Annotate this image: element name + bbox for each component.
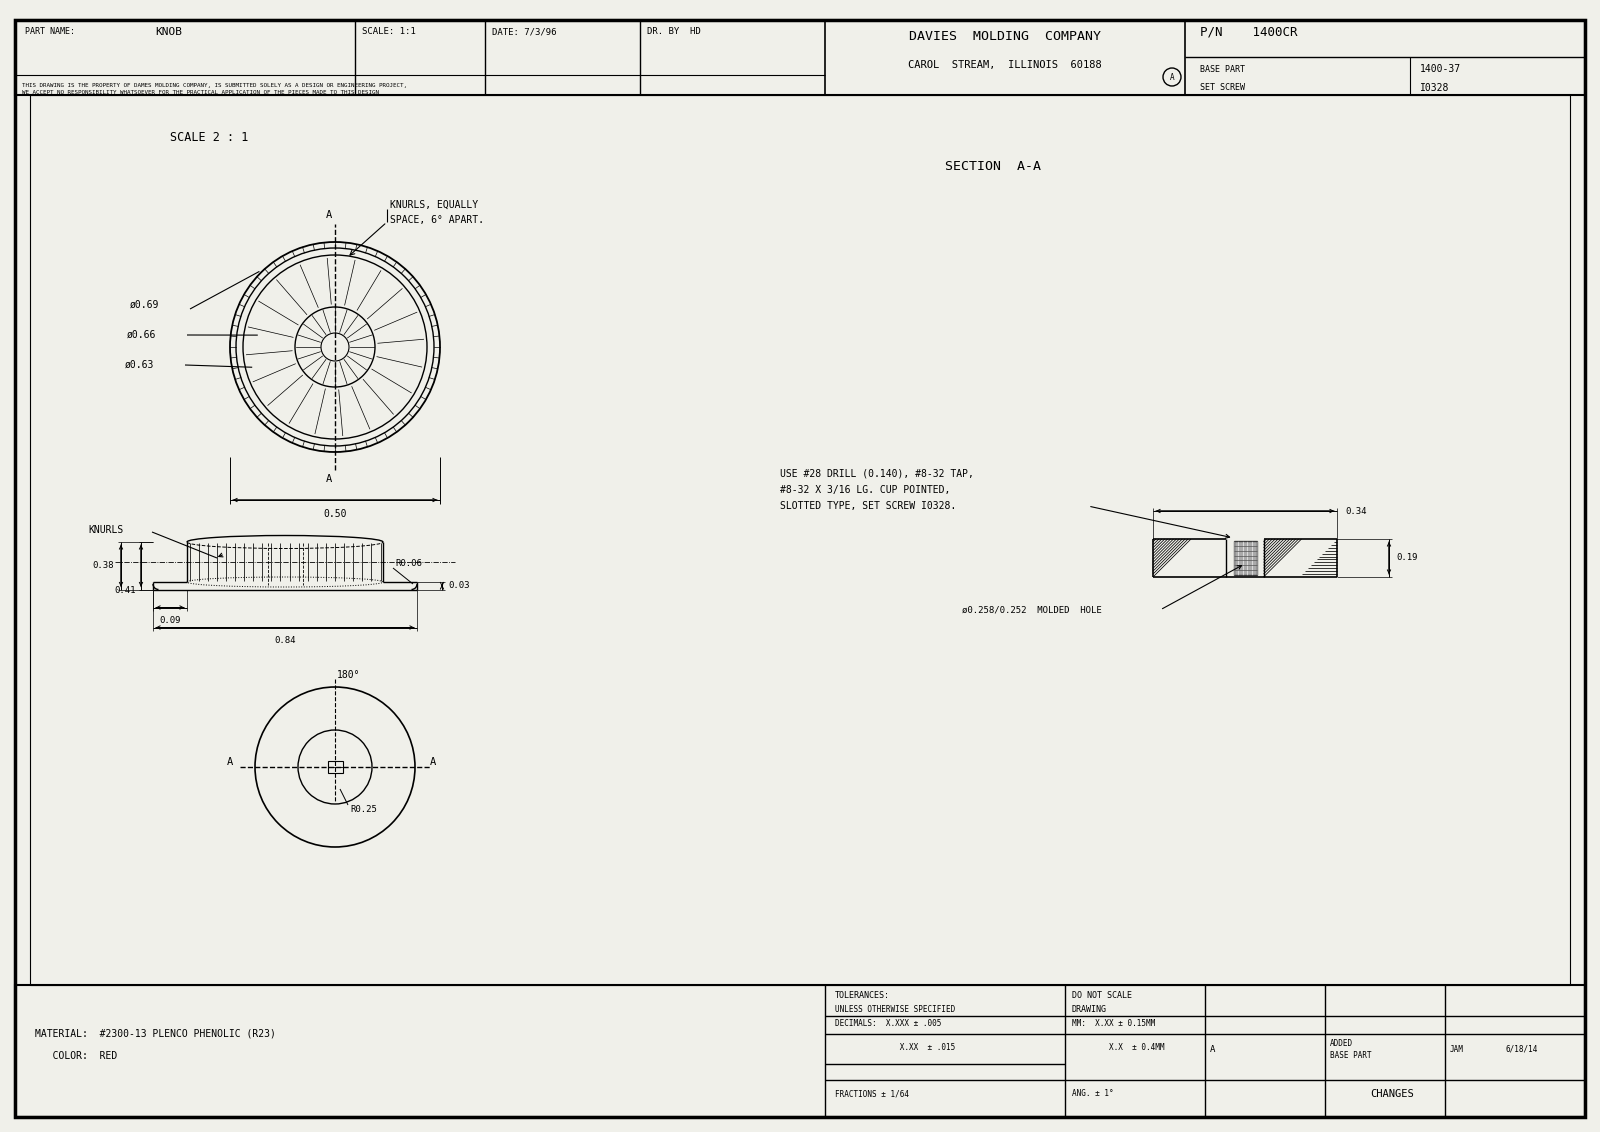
Bar — [1234, 541, 1256, 575]
Text: SLOTTED TYPE, SET SCREW I0328.: SLOTTED TYPE, SET SCREW I0328. — [781, 501, 957, 511]
Text: 1400-37: 1400-37 — [1421, 65, 1461, 74]
Text: DRAWING: DRAWING — [1072, 1004, 1107, 1013]
Text: TOLERANCES:: TOLERANCES: — [835, 990, 890, 1000]
Text: X.X  ± 0.4MM: X.X ± 0.4MM — [1072, 1043, 1165, 1052]
Text: THIS DRAWING IS THE PROPERTY OF DAMES MOLDING COMPANY, IS SUBMITTED SOLELY AS A : THIS DRAWING IS THE PROPERTY OF DAMES MO… — [22, 83, 406, 87]
Bar — [30, 95, 1570, 985]
Text: A: A — [1170, 72, 1174, 82]
Text: #8-32 X 3/16 LG. CUP POINTED,: #8-32 X 3/16 LG. CUP POINTED, — [781, 484, 950, 495]
Text: R0.06: R0.06 — [395, 559, 422, 568]
Text: 0.41: 0.41 — [115, 586, 136, 595]
Text: UNLESS OTHERWISE SPECIFIED: UNLESS OTHERWISE SPECIFIED — [835, 1004, 955, 1013]
Text: MATERIAL:  #2300-13 PLENCO PHENOLIC (R23): MATERIAL: #2300-13 PLENCO PHENOLIC (R23) — [35, 1029, 275, 1039]
Text: KNURLS: KNURLS — [88, 525, 123, 535]
Text: ø0.66: ø0.66 — [126, 331, 157, 340]
Text: R0.25: R0.25 — [350, 805, 378, 814]
Text: 0.09: 0.09 — [160, 616, 181, 625]
Text: KNURLS, EQUALLY: KNURLS, EQUALLY — [390, 200, 478, 211]
Text: COLOR:  RED: COLOR: RED — [35, 1050, 117, 1061]
Text: MM:  X.XX ± 0.15MM: MM: X.XX ± 0.15MM — [1072, 1020, 1155, 1029]
Text: SPACE, 6° APART.: SPACE, 6° APART. — [390, 215, 485, 225]
Text: 0.19: 0.19 — [1395, 554, 1418, 563]
Text: A: A — [1210, 1045, 1216, 1054]
Text: BASE PART: BASE PART — [1330, 1052, 1371, 1061]
Text: KNOB: KNOB — [155, 27, 182, 37]
Text: 0.34: 0.34 — [1346, 506, 1366, 515]
Text: DO NOT SCALE: DO NOT SCALE — [1072, 990, 1133, 1000]
Text: DAVIES  MOLDING  COMPANY: DAVIES MOLDING COMPANY — [909, 29, 1101, 43]
Text: WE ACCEPT NO RESPONSIBILITY WHATSOEVER FOR THE PRACTICAL APPLICATION OF THE PIEC: WE ACCEPT NO RESPONSIBILITY WHATSOEVER F… — [22, 89, 379, 94]
Text: USE #28 DRILL (0.140), #8-32 TAP,: USE #28 DRILL (0.140), #8-32 TAP, — [781, 469, 974, 479]
Bar — [328, 761, 342, 773]
Text: DR. BY  HD: DR. BY HD — [646, 27, 701, 36]
Text: ADDED: ADDED — [1330, 1039, 1354, 1048]
Text: JAM: JAM — [1450, 1045, 1464, 1054]
Text: A: A — [227, 757, 234, 767]
Text: P/N    1400CR: P/N 1400CR — [1200, 26, 1298, 38]
Text: ø0.63: ø0.63 — [125, 360, 154, 370]
Text: 180°: 180° — [338, 670, 360, 680]
Text: I0328: I0328 — [1421, 83, 1450, 93]
Text: 0.03: 0.03 — [448, 581, 469, 590]
Text: A: A — [326, 211, 333, 220]
Text: CHANGES: CHANGES — [1370, 1089, 1414, 1099]
Text: A: A — [430, 757, 437, 767]
Text: ø0.258/0.252  MOLDED  HOLE: ø0.258/0.252 MOLDED HOLE — [962, 606, 1102, 615]
Text: DATE: 7/3/96: DATE: 7/3/96 — [493, 27, 557, 36]
Text: ø0.69: ø0.69 — [130, 300, 160, 310]
Text: CAROL  STREAM,  ILLINOIS  60188: CAROL STREAM, ILLINOIS 60188 — [909, 60, 1102, 70]
Text: 0.50: 0.50 — [323, 509, 347, 518]
Text: FRACTIONS ± 1/64: FRACTIONS ± 1/64 — [835, 1089, 909, 1098]
Text: SET SCREW: SET SCREW — [1200, 84, 1245, 93]
Text: DECIMALS:  X.XXX ± .005: DECIMALS: X.XXX ± .005 — [835, 1020, 941, 1029]
Text: SCALE: 1:1: SCALE: 1:1 — [362, 27, 416, 36]
Text: 0.84: 0.84 — [274, 636, 296, 645]
Text: X.XX  ± .015: X.XX ± .015 — [835, 1043, 955, 1052]
Text: ANG. ± 1°: ANG. ± 1° — [1072, 1089, 1114, 1098]
Text: 6/18/14: 6/18/14 — [1506, 1045, 1538, 1054]
Bar — [14, 985, 1586, 1117]
Text: PART NAME:: PART NAME: — [26, 27, 75, 36]
Text: SECTION  A-A: SECTION A-A — [946, 161, 1042, 173]
Text: SCALE 2 : 1: SCALE 2 : 1 — [170, 130, 248, 144]
Bar — [14, 20, 1586, 95]
Text: 0.38: 0.38 — [93, 561, 114, 571]
Text: A: A — [326, 474, 333, 484]
Text: BASE PART: BASE PART — [1200, 65, 1245, 74]
